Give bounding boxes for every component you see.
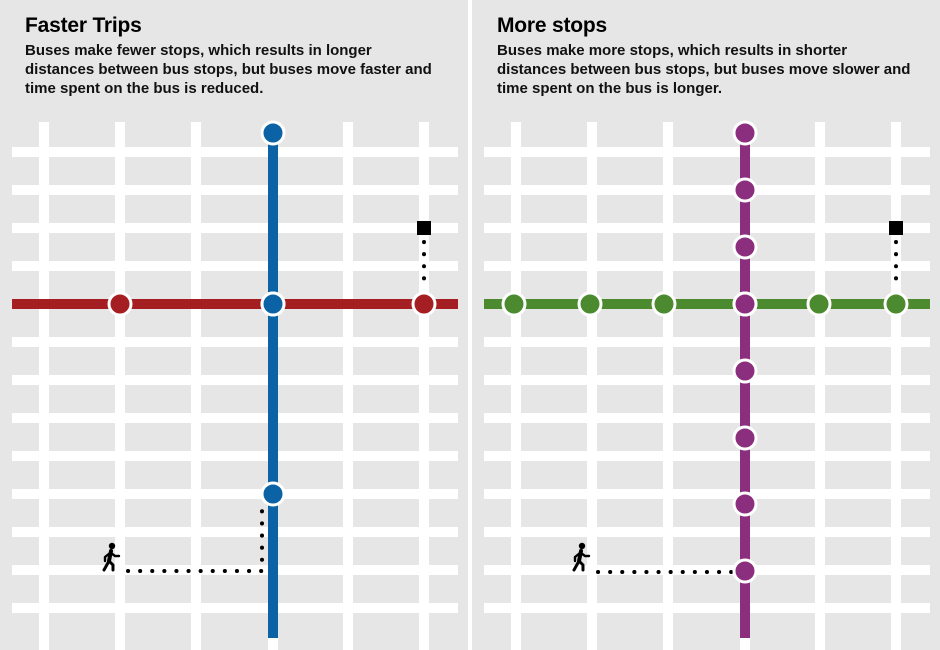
horizontal-bus-route <box>12 299 458 309</box>
horizontal-street <box>484 489 930 499</box>
horizontal-street <box>484 603 930 613</box>
bus-stop <box>577 291 603 317</box>
vertical-bus-route <box>268 133 278 638</box>
vertical-street <box>39 122 49 650</box>
walking-path <box>126 506 264 573</box>
faster-trips-panel: Faster Trips Buses make fewer stops, whi… <box>0 0 468 650</box>
horizontal-street <box>12 223 458 233</box>
bus-stop <box>411 291 437 317</box>
vertical-street <box>663 122 673 650</box>
panel-description: Buses make more stops, which results in … <box>497 42 911 97</box>
vertical-bus-route <box>740 133 750 638</box>
more-stops-route-map <box>484 120 930 650</box>
horizontal-street <box>12 185 458 195</box>
horizontal-street <box>484 451 930 461</box>
bus-stop <box>107 291 133 317</box>
horizontal-street <box>484 223 930 233</box>
bus-stop <box>883 291 909 317</box>
more-stops-panel: More stops Buses make more stops, which … <box>472 0 940 650</box>
bus-stop <box>732 291 758 317</box>
horizontal-street <box>484 337 930 347</box>
horizontal-street <box>12 603 458 613</box>
horizontal-street <box>484 375 930 385</box>
panel-title: More stops <box>497 14 608 37</box>
bus-stop <box>732 491 758 517</box>
walking-person-icon <box>572 542 591 572</box>
horizontal-street <box>484 413 930 423</box>
horizontal-street <box>12 565 458 575</box>
panel-description: Buses make fewer stops, which results in… <box>25 42 432 97</box>
horizontal-bus-route <box>484 299 930 309</box>
bus-stop <box>806 291 832 317</box>
bus-stop <box>651 291 677 317</box>
bus-stop <box>732 358 758 384</box>
horizontal-street <box>484 147 930 157</box>
horizontal-street <box>484 527 930 537</box>
vertical-street <box>511 122 521 650</box>
bus-stop <box>732 120 758 146</box>
bus-stop <box>260 120 286 146</box>
bus-stop <box>260 481 286 507</box>
bus-stop <box>732 558 758 584</box>
walking-person-icon <box>102 542 121 572</box>
vertical-street <box>191 122 201 650</box>
square-destination-icon <box>889 221 903 235</box>
horizontal-street <box>12 147 458 157</box>
bus-stop <box>501 291 527 317</box>
bus-stop <box>732 425 758 451</box>
faster-trips-route-map <box>12 120 458 650</box>
vertical-street <box>115 122 125 650</box>
horizontal-street <box>12 489 458 499</box>
horizontal-street <box>12 451 458 461</box>
panel-title: Faster Trips <box>25 14 142 37</box>
vertical-street <box>815 122 825 650</box>
horizontal-street <box>12 413 458 423</box>
bus-stop <box>732 177 758 203</box>
panel-divider <box>468 0 472 650</box>
bus-stop <box>260 291 286 317</box>
horizontal-street <box>12 375 458 385</box>
vertical-street <box>343 122 353 650</box>
square-destination-icon <box>417 221 431 235</box>
vertical-street <box>419 122 429 650</box>
vertical-street <box>891 122 901 650</box>
horizontal-street <box>484 185 930 195</box>
vertical-street <box>587 122 597 650</box>
bus-stop <box>732 234 758 260</box>
horizontal-street <box>12 527 458 537</box>
horizontal-street <box>484 261 930 271</box>
horizontal-street <box>12 261 458 271</box>
horizontal-street <box>12 337 458 347</box>
